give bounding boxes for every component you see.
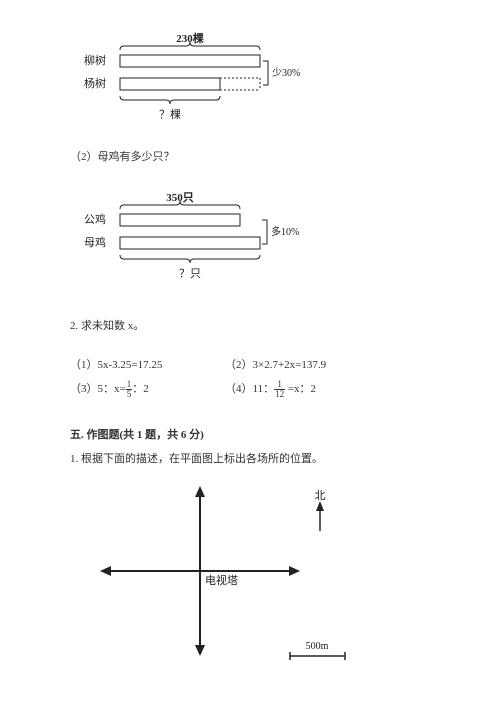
- eq4-suffix: =x：2: [285, 383, 316, 395]
- d2-pct-label: 多10%: [271, 225, 299, 238]
- eq3-suffix: ：2: [132, 383, 149, 395]
- scale-label: 500m: [306, 641, 329, 652]
- map-diagram: 北 电视塔 500m: [90, 481, 370, 681]
- row1-label: 柳树: [84, 53, 106, 67]
- d2-bottom-label: ？只: [179, 268, 201, 280]
- equation-1: （1）5x-3.25=17.25: [70, 353, 225, 377]
- chicken-diagram-svg: 350只 公鸡 多10% 母鸡 ？只: [80, 189, 310, 284]
- map-svg: 北 电视塔 500m: [90, 481, 370, 681]
- tree-diagram: 230棵 柳树 少30% 杨树 ？棵: [80, 30, 430, 128]
- section-5-heading: 五. 作图题(共 1 题，共 6 分): [70, 426, 430, 442]
- chicken-diagram: 350只 公鸡 多10% 母鸡 ？只: [80, 189, 430, 287]
- north-label: 北: [315, 489, 326, 502]
- equations-block: （1）5x-3.25=17.25 （2）3×2.7+2x=137.9 （3）5：…: [70, 353, 430, 401]
- question-5-1: 1. 根据下面的描述，在平面图上标出各场所的位置。: [70, 450, 430, 466]
- center-label: 电视塔: [205, 573, 238, 587]
- d2-row2-label: 母鸡: [84, 235, 106, 249]
- eq4-fraction: 112: [274, 380, 285, 399]
- eq4-den: 12: [274, 390, 285, 399]
- eq3-prefix: （3）5：x=: [70, 383, 126, 395]
- equation-3: （3）5：x=15：2: [70, 377, 225, 401]
- equation-4: （4）11：112 =x：2: [225, 377, 316, 401]
- row2-label: 杨树: [84, 76, 106, 90]
- bottom-label: ？棵: [159, 107, 181, 121]
- tree-diagram-svg: 230棵 柳树 少30% 杨树 ？棵: [80, 30, 300, 125]
- pct-label: 少30%: [272, 67, 300, 79]
- eq4-prefix: （4）11：: [225, 383, 274, 395]
- unknown-x-heading: 2. 求未知数 x。: [70, 317, 430, 333]
- d2-row1-label: 公鸡: [84, 212, 106, 226]
- north-arrow-icon: [316, 501, 324, 511]
- equation-2: （2）3×2.7+2x=137.9: [225, 353, 326, 377]
- question-2-text: （2）母鸡有多少只？: [70, 148, 430, 164]
